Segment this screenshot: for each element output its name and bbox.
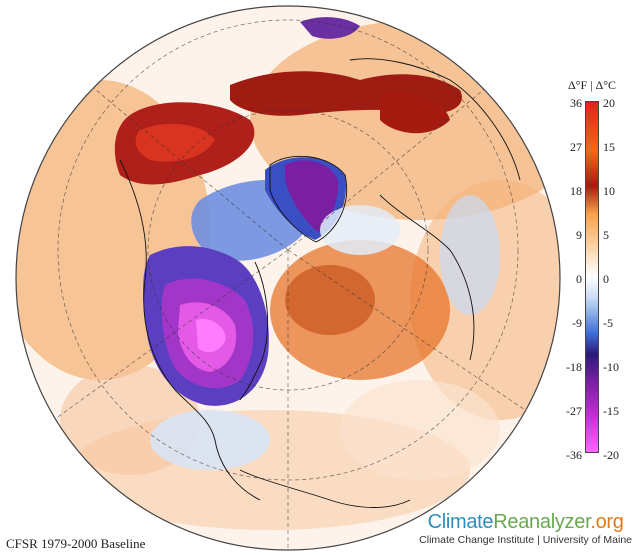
brand-reanalyzer: Reanalyzer [493, 511, 591, 533]
legend-tick-c: 20 [603, 96, 615, 110]
legend-tick-f: -27 [566, 404, 582, 418]
baseline-label: CFSR 1979-2000 Baseline [6, 536, 146, 551]
legend-tick-f: -36 [566, 448, 582, 462]
legend-tick-f: 18 [570, 184, 582, 198]
legend-tick-f: 27 [570, 140, 582, 154]
brand-climate: Climate [427, 511, 494, 533]
legend-tick-c: 10 [603, 184, 615, 198]
legend-tick-c: -20 [603, 448, 619, 462]
legend-tick-f: 36 [570, 96, 582, 110]
temperature-colorbar [585, 101, 599, 453]
brand-org: .org [590, 511, 624, 533]
brand-logo: ClimateReanalyzer.org Climate Change Ins… [419, 510, 632, 547]
legend-tick-c: 15 [603, 140, 615, 154]
legend-tick-c: 0 [603, 272, 609, 286]
legend-tick-f: 0 [576, 272, 582, 286]
legend-tick-f: -9 [572, 316, 582, 330]
legend-header: Δ°F | Δ°C [567, 78, 617, 92]
legend-tick-c: 5 [603, 228, 609, 242]
brand-subtitle: Climate Change Institute | University of… [419, 534, 632, 546]
legend-tick-c: -15 [603, 404, 619, 418]
brand-name: ClimateReanalyzer.org [419, 510, 632, 534]
legend-tick-f: -18 [566, 360, 582, 374]
legend-tick-c: -5 [603, 316, 613, 330]
legend-tick-f: 9 [576, 228, 582, 242]
legend-tick-c: -10 [603, 360, 619, 374]
